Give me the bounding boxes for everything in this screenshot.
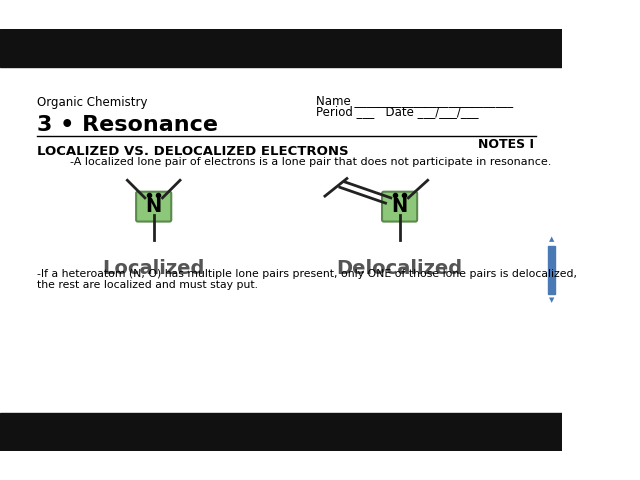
Text: N: N <box>392 197 408 216</box>
Text: NOTES I: NOTES I <box>478 138 534 151</box>
Text: Localized: Localized <box>102 259 205 278</box>
FancyBboxPatch shape <box>136 192 172 222</box>
Text: Period ___   Date ___/___/___: Period ___ Date ___/___/___ <box>316 105 479 118</box>
Text: Organic Chemistry: Organic Chemistry <box>37 96 147 109</box>
Text: -If a heteroatom (N, O) has multiple lone pairs present, only ONE of those lone : -If a heteroatom (N, O) has multiple lon… <box>37 269 577 279</box>
Text: -A localized lone pair of electrons is a lone pair that does not participate in : -A localized lone pair of electrons is a… <box>70 157 552 168</box>
Text: Delocalized: Delocalized <box>337 259 463 278</box>
Bar <box>0 29 562 67</box>
Bar <box>0 413 562 451</box>
Text: the rest are localized and must stay put.: the rest are localized and must stay put… <box>37 279 258 289</box>
FancyBboxPatch shape <box>382 192 417 222</box>
Text: 3 • Resonance: 3 • Resonance <box>37 115 218 135</box>
Text: LOCALIZED VS. DELOCALIZED ELECTRONS: LOCALIZED VS. DELOCALIZED ELECTRONS <box>37 145 349 158</box>
Text: N: N <box>145 197 162 216</box>
Bar <box>548 246 555 294</box>
Text: Name ___________________________: Name ___________________________ <box>316 94 513 107</box>
Text: ▲: ▲ <box>549 236 554 242</box>
Text: ▼: ▼ <box>549 297 554 303</box>
